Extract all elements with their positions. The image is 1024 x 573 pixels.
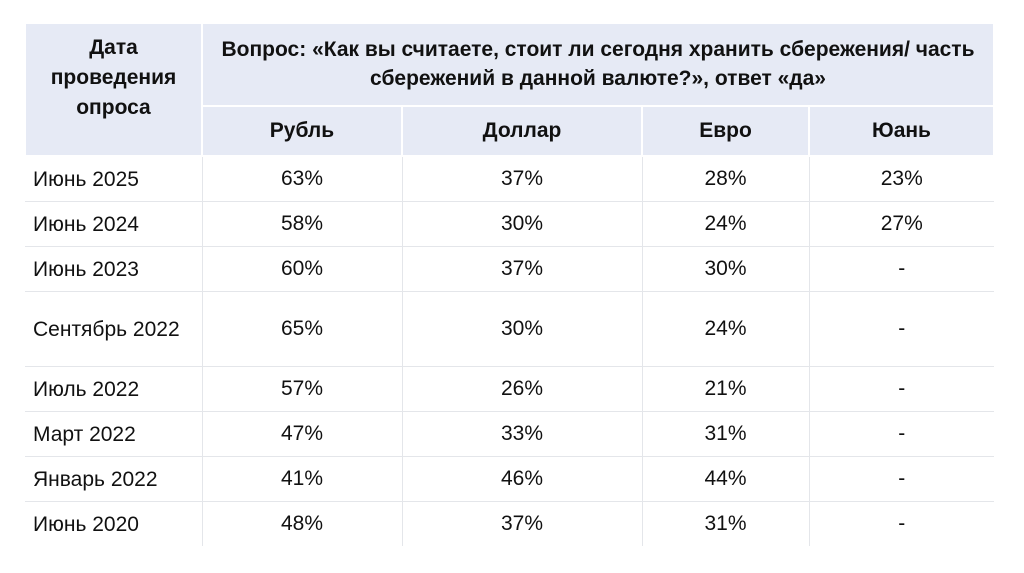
eur-value: 21% xyxy=(642,366,810,412)
cny-value: - xyxy=(809,411,995,457)
table-row: Январь 2022 41% 46% 44% - xyxy=(25,456,995,502)
date-cell: Июль 2022 xyxy=(25,366,203,412)
usd-value: 37% xyxy=(402,501,643,546)
table-row: Сентябрь 2022 65% 30% 24% - xyxy=(25,291,995,367)
cny-value: - xyxy=(809,366,995,412)
date-cell: Июнь 2024 xyxy=(25,201,203,247)
rub-value: 47% xyxy=(202,411,403,457)
rub-value: 63% xyxy=(202,156,403,202)
usd-value: 46% xyxy=(402,456,643,502)
table-body: Июнь 2025 63% 37% 28% 23% Июнь 2024 58% … xyxy=(25,156,995,546)
eur-value: 30% xyxy=(642,246,810,292)
date-cell: Июнь 2025 xyxy=(25,156,203,202)
question-header: Вопрос: «Как вы считаете, стоит ли сегод… xyxy=(200,22,996,107)
usd-value: 37% xyxy=(402,246,643,292)
table-row: Июнь 2023 60% 37% 30% - xyxy=(25,246,995,292)
date-cell: Сентябрь 2022 xyxy=(25,291,203,367)
currency-header-eur: Евро xyxy=(641,104,810,158)
cny-value: - xyxy=(898,512,906,535)
rub-value: 58% xyxy=(202,201,403,247)
date-cell: Июнь 2023 xyxy=(25,246,203,292)
eur-value: 31% xyxy=(642,411,810,457)
table-header: Дата проведения опроса Вопрос: «Как вы с… xyxy=(24,22,996,158)
rub-value: 60% xyxy=(202,246,403,292)
eur-value: 28% xyxy=(642,156,810,202)
table-row: Июнь 2024 58% 30% 24% 27% xyxy=(25,201,995,247)
survey-table: Дата проведения опроса Вопрос: «Как вы с… xyxy=(24,22,996,546)
currency-header-rub: Рубль xyxy=(201,104,403,158)
eur-value: 24% xyxy=(642,291,810,367)
rub-value: 65% xyxy=(202,291,403,367)
usd-value: 33% xyxy=(402,411,643,457)
table-row: Июль 2022 57% 26% 21% - xyxy=(25,366,995,412)
eur-value: 31% xyxy=(642,501,810,546)
usd-value: 37% xyxy=(402,156,643,202)
rub-value: 57% xyxy=(202,366,403,412)
cny-value: 27% xyxy=(809,201,995,247)
rub-value: 41% xyxy=(202,456,403,502)
date-cell: Июнь 2020 xyxy=(25,501,203,546)
survey-table-container: Дата проведения опроса Вопрос: «Как вы с… xyxy=(24,22,996,546)
table-row: Март 2022 47% 33% 31% - xyxy=(25,411,995,457)
date-column-header: Дата проведения опроса xyxy=(24,22,203,157)
eur-value: 44% xyxy=(642,456,810,502)
cny-value: 23% xyxy=(809,156,995,202)
rub-value: 48% xyxy=(202,501,403,546)
usd-value: 30% xyxy=(402,201,643,247)
date-cell: Март 2022 xyxy=(25,411,203,457)
table-row: Июнь 2020 48% 37% 31% - xyxy=(25,501,994,546)
table-row: Июнь 2025 63% 37% 28% 23% xyxy=(25,156,995,202)
date-cell: Январь 2022 xyxy=(25,456,203,502)
usd-value: 30% xyxy=(402,291,643,367)
usd-value: 26% xyxy=(402,366,643,412)
cny-value: - xyxy=(809,246,995,292)
eur-value: 24% xyxy=(642,201,810,247)
currency-header-usd: Доллар xyxy=(401,104,643,158)
currency-header-cny: Юань xyxy=(807,104,996,158)
cny-value: - xyxy=(809,291,995,367)
cny-value: - xyxy=(809,456,995,502)
